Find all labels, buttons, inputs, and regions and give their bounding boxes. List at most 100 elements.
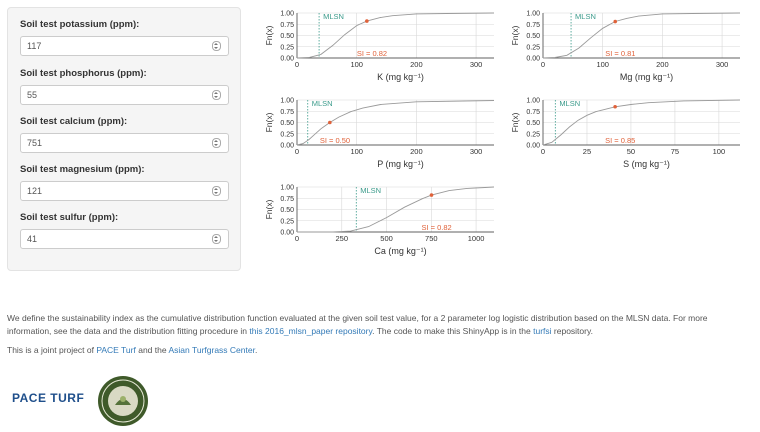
- joint-project-text: This is a joint project of PACE Turf and…: [7, 345, 257, 355]
- magnesium-stepper[interactable]: [212, 186, 221, 196]
- plot-k: 0.00 0.25 0.50 0.75 1.00 0 100 200 300 Fn(x) K (mg…: [262, 6, 497, 86]
- mg-ytick-label: 0.00: [526, 56, 540, 63]
- k-ylabel: Fn(x): [264, 25, 274, 45]
- calcium-value[interactable]: [27, 136, 197, 150]
- s-ylabel: Fn(x): [510, 112, 520, 132]
- plot-mg: 0.00 0.25 0.50 0.75 1.00 0 100 200 300 Fn(x) Mg (m…: [508, 6, 743, 86]
- s-ytick-label: 1.00: [526, 98, 540, 105]
- mg-ytick-label: 0.50: [526, 33, 540, 40]
- chart-ca-svg: 0.00 0.25 0.50 0.75 1.00 0 250 500 750 1000 Fn(x) C…: [264, 185, 495, 256]
- p-xtick-label: 200: [410, 147, 423, 156]
- s-xtick-label: 25: [583, 147, 591, 156]
- sulfur-input[interactable]: [20, 229, 229, 249]
- potassium-stepper[interactable]: [212, 41, 221, 51]
- chart-p-svg: 0.00 0.25 0.50 0.75 1.00 0 100 200 300 Fn(x) P (mg…: [264, 98, 495, 169]
- ca-ytick-label: 0.75: [280, 196, 294, 203]
- phosphorus-input[interactable]: [20, 85, 229, 105]
- input-panel: Soil test potassium (ppm): Soil test pho…: [7, 7, 241, 271]
- p-ytick-label: 0.75: [280, 109, 294, 116]
- p-ytick-label: 0.25: [280, 131, 294, 138]
- k-cdf-curve: [296, 12, 495, 59]
- s-ytick-label: 0.25: [526, 131, 540, 138]
- k-xtick-label: 100: [350, 60, 363, 69]
- mg-ytick-label: 1.00: [526, 11, 540, 18]
- phosphorus-label: Soil test phosphorus (ppm):: [20, 68, 147, 79]
- plot-ca: 0.00 0.25 0.50 0.75 1.00 0 250 500 750 1000 Fn(x) C…: [262, 180, 497, 260]
- mg-mlsn-label: MLSN: [575, 12, 596, 21]
- calcium-stepper[interactable]: [212, 138, 221, 148]
- mg-ytick-label: 0.25: [526, 44, 540, 51]
- turfsi-link[interactable]: turfsi: [533, 326, 552, 336]
- p-ytick-label: 0.50: [280, 120, 294, 127]
- s-ytick-label: 0.50: [526, 120, 540, 127]
- desc-part2: . The code to make this ShinyApp is in t…: [372, 326, 531, 336]
- mg-cdf-curve: [542, 12, 741, 59]
- s-mlsn-label: MLSN: [559, 99, 580, 108]
- ca-ytick-label: 0.25: [280, 218, 294, 225]
- desc-part1: We define the sustainability index as th…: [7, 313, 708, 336]
- chart-mg-svg: 0.00 0.25 0.50 0.75 1.00 0 100 200 300 Fn(x) Mg (m…: [510, 11, 741, 82]
- k-xtick-label: 200: [410, 60, 423, 69]
- ca-xtick-label: 500: [380, 234, 393, 243]
- k-xtick-label: 300: [470, 60, 483, 69]
- p-si-label: SI = 0.50: [320, 136, 350, 145]
- phosphorus-value[interactable]: [27, 88, 197, 102]
- plot-p: 0.00 0.25 0.50 0.75 1.00 0 100 200 300 Fn(x) P (mg…: [262, 93, 497, 173]
- calcium-input[interactable]: [20, 133, 229, 153]
- p-mlsn-label: MLSN: [312, 99, 333, 108]
- mg-xtick-label: 200: [656, 60, 669, 69]
- pace-turf-logo[interactable]: PACE TURF: [12, 391, 85, 405]
- s-soil-test-point: [613, 104, 617, 109]
- s-ytick-label: 0.00: [526, 143, 540, 150]
- mlsn-paper-link[interactable]: this 2016_mlsn_paper repository: [249, 326, 373, 336]
- chart-k-svg: 0.00 0.25 0.50 0.75 1.00 0 100 200 300 Fn(x) K (mg…: [264, 11, 495, 82]
- p-xtick-label: 100: [350, 147, 363, 156]
- sulfur-label: Soil test sulfur (ppm):: [20, 212, 119, 223]
- pace-turf-link[interactable]: PACE Turf: [96, 345, 136, 355]
- magnesium-value[interactable]: [27, 184, 197, 198]
- ca-cdf-curve: [297, 186, 495, 233]
- ca-ytick-label: 0.50: [280, 207, 294, 214]
- ca-mlsn-label: MLSN: [360, 186, 381, 195]
- s-xtick-label: 75: [671, 147, 679, 156]
- ca-xtick-label: 750: [425, 234, 438, 243]
- p-cdf-curve: [296, 100, 495, 146]
- k-ytick-label: 0.50: [280, 33, 294, 40]
- plot-s: 0.00 0.25 0.50 0.75 1.00 0 25 50 75 100 Fn(x) S (mg…: [508, 93, 743, 173]
- p-soil-test-point: [328, 120, 332, 125]
- ca-ytick-label: 1.00: [280, 185, 294, 192]
- phosphorus-stepper[interactable]: [212, 90, 221, 100]
- s-xtick-label: 50: [627, 147, 635, 156]
- mg-xlabel: Mg (mg kg⁻¹): [620, 72, 673, 82]
- asian-turfgrass-link[interactable]: Asian Turfgrass Center: [168, 345, 255, 355]
- sulfur-stepper[interactable]: [212, 234, 221, 244]
- p-xtick-label: 300: [470, 147, 483, 156]
- mg-xtick-label: 100: [596, 60, 609, 69]
- potassium-value[interactable]: [27, 39, 197, 53]
- mg-xtick-label: 300: [716, 60, 729, 69]
- joint-part3: .: [254, 345, 258, 355]
- k-ytick-label: 0.00: [280, 56, 294, 63]
- magnesium-label: Soil test magnesium (ppm):: [20, 164, 145, 175]
- description-text: We define the sustainability index as th…: [7, 312, 742, 338]
- p-ytick-label: 1.00: [280, 98, 294, 105]
- calcium-label: Soil test calcium (ppm):: [20, 116, 128, 127]
- p-ylabel: Fn(x): [264, 112, 274, 132]
- ca-xtick-label: 0: [295, 234, 299, 243]
- desc-part3: repository.: [553, 326, 593, 336]
- mg-ytick-label: 0.75: [526, 22, 540, 29]
- mg-soil-test-point: [613, 19, 618, 24]
- asian-turfgrass-seal-logo[interactable]: [97, 375, 149, 427]
- ca-xtick-label: 250: [336, 234, 349, 243]
- p-xtick-label: 0: [295, 147, 299, 156]
- sulfur-value[interactable]: [27, 232, 197, 246]
- k-soil-test-point: [365, 19, 369, 23]
- magnesium-input[interactable]: [20, 181, 229, 201]
- potassium-input[interactable]: [20, 36, 229, 56]
- p-ytick-label: 0.00: [280, 143, 294, 150]
- p-xlabel: P (mg kg⁻¹): [377, 159, 424, 169]
- ca-soil-test-point: [429, 193, 434, 197]
- mg-ylabel: Fn(x): [510, 25, 520, 45]
- s-xtick-label: 100: [713, 147, 726, 156]
- s-xtick-label: 0: [541, 147, 545, 156]
